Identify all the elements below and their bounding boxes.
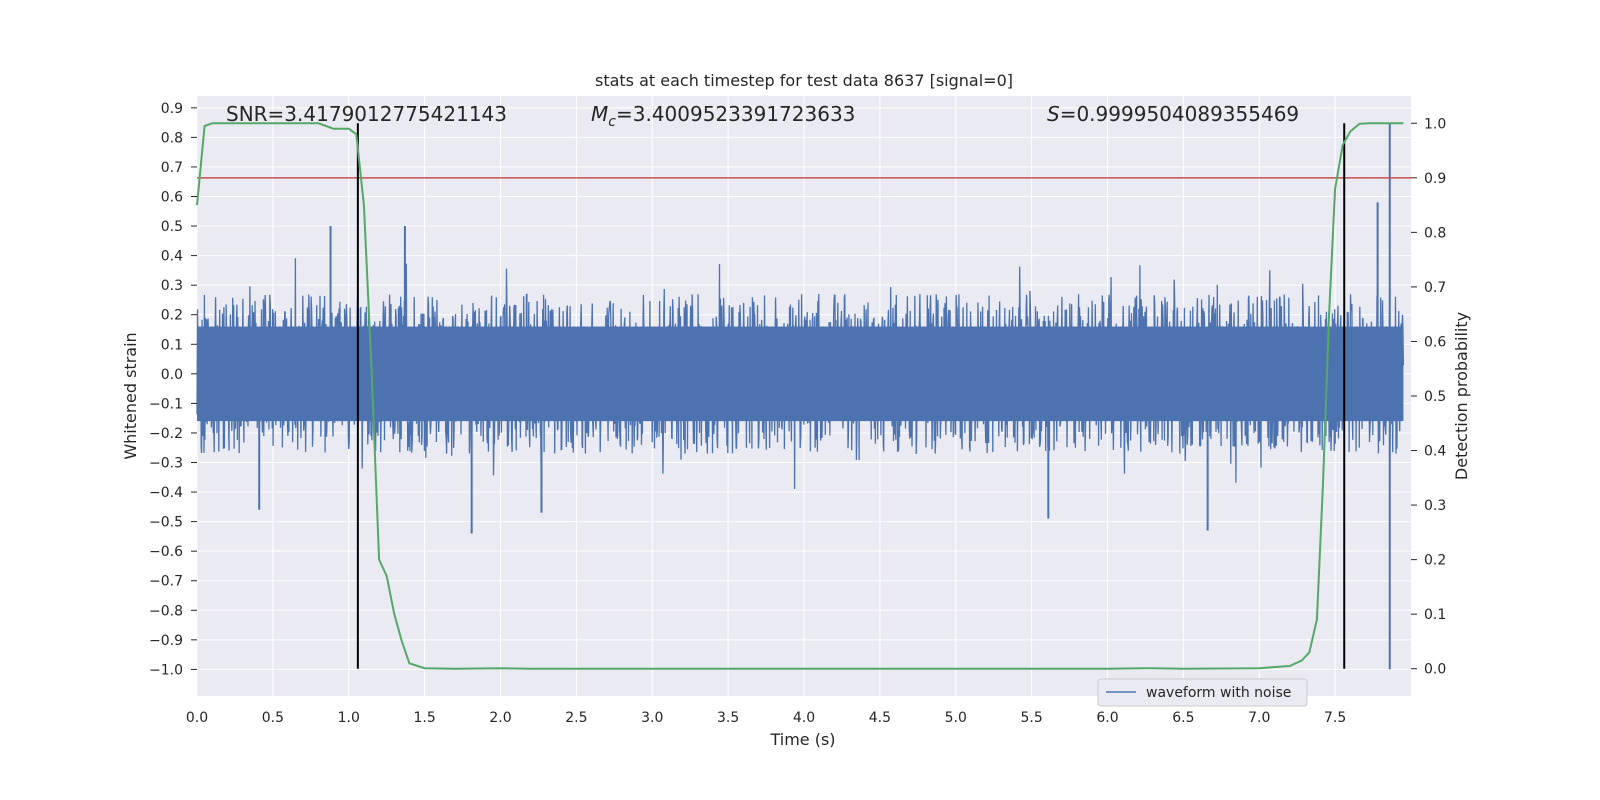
y-left-tick-label: 0.5 xyxy=(161,219,183,235)
legend-box xyxy=(1097,678,1308,707)
y-left-tick-label: 0.8 xyxy=(161,130,183,146)
y-left-tick-label: 0.4 xyxy=(161,249,183,265)
y-right-tick-label: 0.9 xyxy=(1424,171,1446,187)
y-left-tick-label: 0.6 xyxy=(161,189,183,205)
y-right-tick-label: 0.5 xyxy=(1424,389,1446,405)
y-left-tick-label: 0.2 xyxy=(161,308,183,324)
y-right-tick-label: 1.0 xyxy=(1424,116,1446,132)
x-tick-label: 4.0 xyxy=(793,710,815,726)
x-tick-label: 7.0 xyxy=(1248,710,1270,726)
x-tick-label: 5.0 xyxy=(945,710,967,726)
y-left-tick-label: 0.7 xyxy=(161,160,183,176)
probability-overlays xyxy=(196,122,1411,670)
x-tick-label: 0.5 xyxy=(262,710,284,726)
y-right-tick-label: 0.6 xyxy=(1424,334,1446,350)
chirp-mass-symbol: M xyxy=(591,102,608,126)
y-left-tick-label: 0.3 xyxy=(161,278,183,294)
chirp-mass-value: =3.4009523391723633 xyxy=(616,102,855,126)
y-right-tick-label: 0.2 xyxy=(1424,553,1446,569)
y-left-tick-label: −0.6 xyxy=(149,544,183,560)
y-right-tick-label: 0.3 xyxy=(1424,498,1446,514)
x-axis-label: Time (s) xyxy=(769,730,835,749)
y-left-tick-label: −0.4 xyxy=(149,485,183,501)
y-axis-right-ticks: 1.0 0.9 0.8 0.7 0.6 0.5 0.4 0.3 0.2 0.1 0.0 xyxy=(1411,116,1446,678)
y-left-tick-label: −0.1 xyxy=(149,396,183,412)
chirp-mass-annotation: Mc=3.4009523391723633 xyxy=(591,102,855,130)
statistic-symbol: S xyxy=(1047,102,1060,126)
y-left-tick-label: −0.3 xyxy=(149,456,183,472)
y-left-tick-label: −0.9 xyxy=(149,633,183,649)
y-left-tick-label: −0.5 xyxy=(149,515,183,531)
chart-title: stats at each timestep for test data 863… xyxy=(595,71,1013,90)
chirp-mass-subscript: c xyxy=(608,114,616,130)
y-left-tick-label: −1.0 xyxy=(149,662,183,678)
x-tick-label: 1.5 xyxy=(413,710,435,726)
x-axis-ticks: 0.0 0.5 1.0 1.5 2.0 2.5 3.0 3.5 4.0 4.5 5.0 5.5 6.0 6… xyxy=(186,710,1346,726)
waveform-series xyxy=(196,122,1405,670)
snr-annotation: SNR=3.4179012775421143 xyxy=(226,102,507,126)
x-tick-label: 4.5 xyxy=(869,710,891,726)
x-tick-label: 7.5 xyxy=(1324,710,1346,726)
x-tick-label: 3.5 xyxy=(717,710,739,726)
statistic-value: =0.9999504089355469 xyxy=(1060,102,1299,126)
y-axis-left-label: Whitened strain xyxy=(121,332,140,459)
y-right-tick-label: 0.0 xyxy=(1424,662,1446,678)
y-left-tick-label: 0.9 xyxy=(161,101,183,117)
y-right-tick-label: 0.8 xyxy=(1424,225,1446,241)
y-left-tick-label: 0.0 xyxy=(161,367,183,383)
statistic-annotation: S=0.9999504089355469 xyxy=(1047,102,1299,126)
y-left-tick-label: 0.1 xyxy=(161,337,183,353)
legend-entry: waveform with noise xyxy=(1146,685,1291,701)
x-tick-label: 6.0 xyxy=(1096,710,1118,726)
y-right-tick-label: 0.4 xyxy=(1424,444,1446,460)
y-right-tick-label: 0.1 xyxy=(1424,607,1446,623)
y-left-tick-label: −0.8 xyxy=(149,603,183,619)
y-right-tick-label: 0.7 xyxy=(1424,280,1446,296)
x-tick-label: 5.5 xyxy=(1020,710,1042,726)
x-tick-label: 3.0 xyxy=(641,710,663,726)
waveform-dense-band xyxy=(197,326,1404,422)
y-axis-left-ticks: 0.9 0.8 0.7 0.6 0.5 0.4 0.3 0.2 0.1 0.0 −0.1 −0.2 −0… xyxy=(149,101,197,678)
y-left-tick-label: −0.7 xyxy=(149,574,183,590)
x-tick-label: 6.5 xyxy=(1172,710,1194,726)
x-tick-label: 0.0 xyxy=(186,710,208,726)
legend: waveform with noise xyxy=(1097,678,1308,707)
y-left-tick-label: −0.2 xyxy=(149,426,183,442)
detection-probability-line xyxy=(196,122,1404,670)
x-tick-label: 2.5 xyxy=(565,710,587,726)
x-tick-label: 2.0 xyxy=(489,710,511,726)
y-axis-right-label: Detection probability xyxy=(1452,312,1471,480)
x-tick-label: 1.0 xyxy=(338,710,360,726)
